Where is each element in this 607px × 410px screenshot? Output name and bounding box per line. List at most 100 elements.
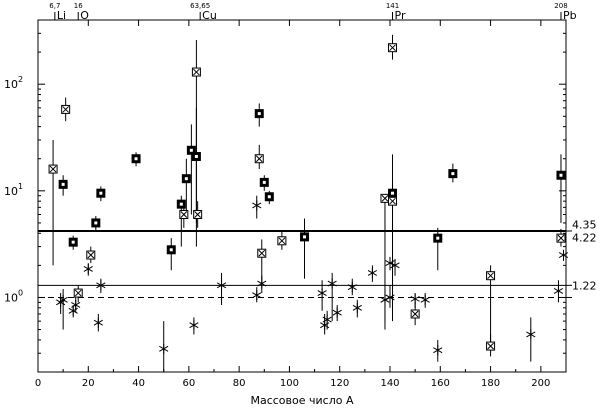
point-open-square [61,104,71,114]
point-star [410,293,420,304]
point-open-square [277,236,287,246]
star-arm [83,266,93,272]
point-star [252,200,262,211]
point-star [189,320,199,331]
marker-core [303,235,307,239]
element-mass-number: 63,65 [190,2,210,10]
point-open-square [179,209,189,219]
marker-core [262,180,266,184]
point-open-square [191,67,201,77]
point-open-square [257,248,267,258]
point-open-square [193,209,203,219]
x-tick-label: 0 [35,378,41,389]
point-filled-square [166,245,176,255]
x-tick-label: 80 [233,378,246,389]
marker-core [189,148,193,152]
element-symbol: Li [57,9,66,22]
error-bars [52,34,564,372]
marker-core [559,173,563,177]
point-filled-square [259,177,269,187]
point-star [83,263,93,274]
marker-cross [258,249,266,257]
x-tick-label: 120 [330,378,349,389]
element-symbol: Pb [563,9,577,22]
point-star [257,278,267,289]
star-arm [385,294,395,301]
point-star [322,314,332,325]
point-star [420,294,430,305]
y-tick-exponent: 1 [18,182,23,191]
point-star [216,280,227,291]
point-filled-square [176,199,186,209]
element-mass-number: 141 [386,2,399,10]
point-star [317,288,327,299]
marker-core [257,112,261,116]
element-symbol: Cu [202,9,217,22]
point-star [96,280,106,291]
point-open-square [73,288,83,298]
star-arm [332,309,342,316]
point-filled-square [264,192,274,202]
point-star [367,267,377,278]
marker-core [179,202,183,206]
y-tick-exponent: 2 [18,75,23,84]
point-open-square [486,271,496,281]
star-arm [96,282,106,289]
point-filled-square [131,154,141,164]
marker-core [267,195,271,199]
point-filled-square [300,232,310,242]
element-mass-number: 208 [554,2,567,10]
point-open-square [86,250,96,260]
point-open-square [388,196,398,206]
star-arm [58,296,68,303]
marker-cross [411,310,419,318]
x-axis-ticks: 0 20 40 60 80 100 120 140 160 180 200 [35,20,550,389]
point-filled-square [186,145,196,155]
point-star [252,290,262,301]
point-filled-square [254,109,264,119]
star-arm [252,202,262,209]
marker-cross [389,44,396,52]
point-open-square [380,193,390,203]
star-arm [93,319,103,326]
star-arm [71,302,81,308]
star-arm [420,296,430,303]
y-tick-label: 10 [4,78,18,91]
reference-line-label: 4.35 [572,219,597,232]
star-arm [159,345,169,352]
marker-cross [255,155,263,163]
point-filled-square [91,218,101,228]
marker-cross [487,272,494,280]
star-arm [526,331,536,338]
x-tick-label: 140 [380,378,399,389]
x-tick-label: 40 [132,378,145,389]
star-arm [252,292,262,299]
marker-cross [278,237,286,245]
marker-core [61,182,65,186]
point-open-square [254,154,264,164]
element-mass-number: 16 [74,2,83,10]
point-star [71,299,81,310]
star-arm [553,288,564,294]
marker-cross [87,251,95,259]
star-arm [352,304,362,311]
point-filled-square [556,170,566,180]
element-symbol: Pr [395,9,406,22]
point-star [352,302,362,313]
x-tick-label: 160 [431,378,450,389]
element-symbol: O [80,9,89,22]
point-open-square [410,309,420,319]
marker-cross [74,289,82,297]
star-arm [327,280,337,287]
marker-cross [557,234,565,242]
star-arm [189,322,199,329]
data-points [48,43,569,356]
x-tick-label: 60 [182,378,195,389]
marker-cross [381,195,389,202]
point-open-square [48,164,58,174]
marker-cross [487,342,494,350]
star-arm [317,290,327,296]
marker-core [184,177,188,181]
